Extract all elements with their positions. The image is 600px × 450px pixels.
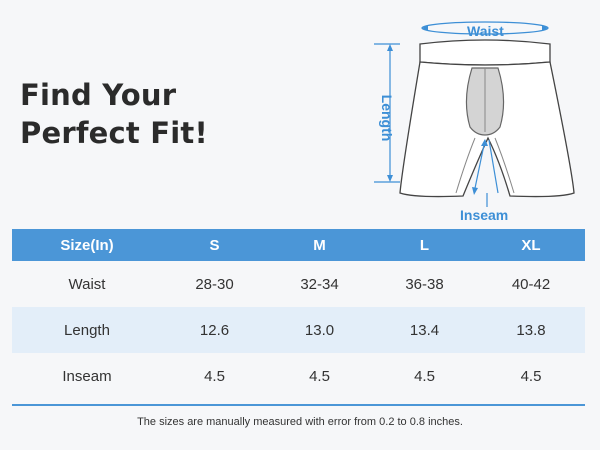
header-cell-l: L xyxy=(419,236,430,254)
table-cell: 13.8 xyxy=(516,321,546,339)
row-label: Waist xyxy=(68,275,106,293)
boxer-brief-measurement-diagram: Waist Length Inseam xyxy=(360,10,590,225)
header-cell-xl: XL xyxy=(521,236,541,254)
table-row-waist: Waist 28-30 32-34 36-38 40-42 xyxy=(12,261,585,307)
table-cell: 32-34 xyxy=(300,275,339,293)
length-label: Length xyxy=(379,94,395,142)
headline-line-2: Perfect Fit! xyxy=(20,116,208,150)
size-chart-table: Size(In) S M L XL Waist 28-30 32-34 36-3… xyxy=(12,229,585,399)
header-cell-size: Size(In) xyxy=(60,236,114,254)
table-cell: 13.0 xyxy=(304,321,335,339)
headline: Find Your Perfect Fit! xyxy=(20,76,208,152)
inseam-label: Inseam xyxy=(460,207,509,223)
table-row-length: Length 12.6 13.0 13.4 13.8 xyxy=(12,307,585,353)
boxer-brief-illustration xyxy=(374,21,575,207)
table-row-inseam: Inseam 4.5 4.5 4.5 4.5 xyxy=(12,353,585,399)
waist-label: Waist xyxy=(467,23,504,39)
table-header-row: Size(In) S M L XL xyxy=(12,229,585,261)
row-label: Length xyxy=(64,321,110,339)
table-cell: 4.5 xyxy=(309,367,330,385)
headline-line-1: Find Your xyxy=(20,78,177,112)
table-cell: 4.5 xyxy=(204,367,225,385)
table-bottom-divider xyxy=(12,404,585,406)
table-cell: 40-42 xyxy=(511,275,551,293)
table-cell: 13.4 xyxy=(409,321,440,339)
row-label: Inseam xyxy=(62,367,112,385)
table-cell: 4.5 xyxy=(414,367,435,385)
header-cell-s: S xyxy=(209,236,220,254)
measurement-footnote: The sizes are manually measured with err… xyxy=(137,416,463,428)
table-cell: 12.6 xyxy=(199,321,230,339)
table-cell: 28-30 xyxy=(195,275,234,293)
table-cell: 4.5 xyxy=(520,367,542,385)
header-cell-m: M xyxy=(313,236,326,254)
table-cell: 36-38 xyxy=(405,275,444,293)
